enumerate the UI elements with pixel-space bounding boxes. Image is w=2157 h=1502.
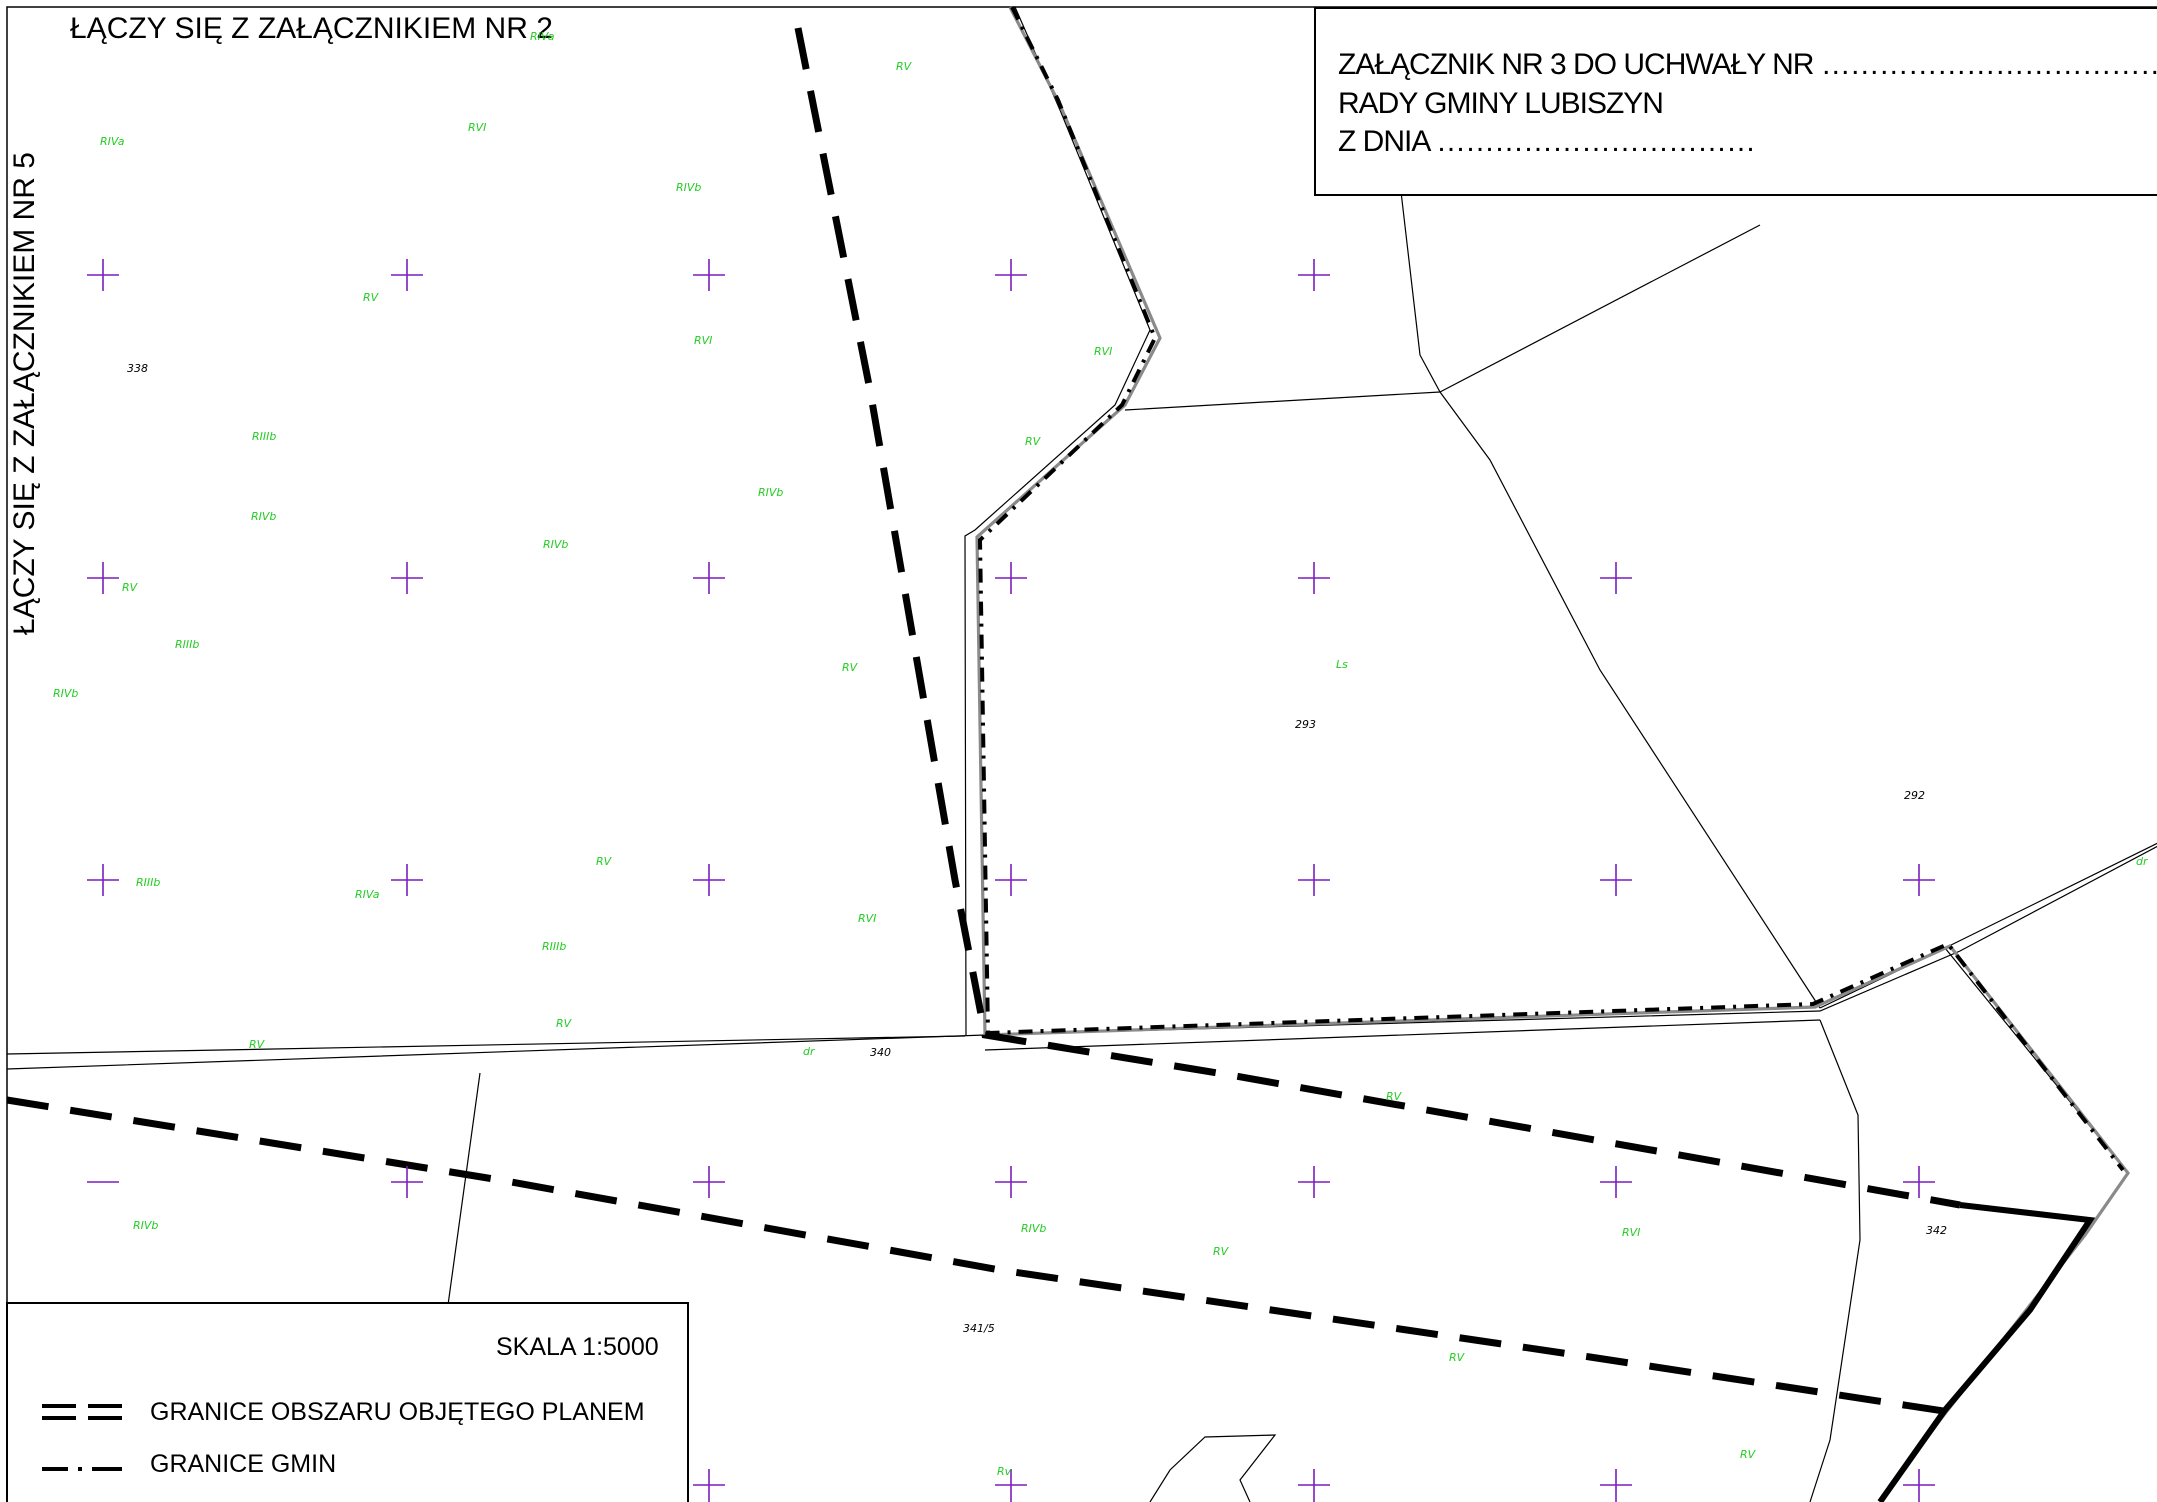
title-line-council: RADY GMINY LUBISZYN [1338,87,1663,120]
parcel-boundaries [6,6,2157,1502]
soil-label: RIVb [758,486,783,499]
map-frame [6,6,2157,1502]
grid-cross [693,1469,725,1502]
soil-label: RIVb [676,181,701,194]
soil-label: RV [1740,1448,1757,1461]
title-line-date: Z DNIA …………………………… [1338,125,1755,158]
soil-label: RV [249,1038,266,1051]
soil-label: RV [842,661,859,674]
soil-label: RV [896,60,913,73]
soil-label: RIVa [100,135,125,148]
parcel-numbers: 338 293 292 340 342 341/5 [127,362,1947,1335]
grid-cross [1903,864,1935,896]
grid-cross [995,1166,1027,1198]
grid-cross [1298,864,1330,896]
soil-label: RVI [1094,345,1112,358]
soil-label: Rv [997,1465,1012,1478]
soil-label: RIVa [355,888,380,901]
legend-scale: SKALA 1:5000 [496,1333,659,1361]
soil-label: RIVb [251,510,276,523]
grid-cross [391,259,423,291]
title-line-resolution: ZAŁĄCZNIK NR 3 DO UCHWAŁY NR ……………………………… [1338,48,2157,81]
grid-cross [1600,562,1632,594]
grid-cross [1600,864,1632,896]
top-adjacent-note: ŁĄCZY SIĘ Z ZAŁĄCZNIKIEM NR 2 [70,12,553,45]
grid-cross [693,259,725,291]
plan-boundary-solid [1877,1202,2096,1502]
parcel-number: 292 [1904,789,1925,802]
soil-label: RIIIb [252,430,276,443]
parcel-number: 342 [1926,1224,1947,1237]
soil-label: RV [1449,1351,1466,1364]
grid-cross [995,864,1027,896]
soil-label: RIVb [1021,1222,1046,1235]
grid-cross [995,562,1027,594]
plan-boundary [6,27,1961,1416]
legend: SKALA 1:5000 GRANICE OBSZARU OBJĘTEGO PL… [6,1302,689,1502]
soil-label: RIIIb [175,638,199,651]
soil-label: dr [2136,855,2149,868]
grid-cross [391,1166,423,1198]
grid-cross [1298,1166,1330,1198]
parcel-number: 340 [870,1046,891,1059]
grid-cross [1298,1469,1330,1502]
soil-label: RV [596,855,613,868]
grid-cross [1298,562,1330,594]
grid-cross [87,864,119,896]
grid-cross [87,562,119,594]
legend-label-plan-boundary: GRANICE OBSZARU OBJĘTEGO PLANEM [150,1398,645,1426]
grid-cross [391,864,423,896]
soil-label: RIIIb [542,940,566,953]
soil-label: RV [556,1017,573,1030]
soil-label: RV [1213,1245,1230,1258]
soil-label: RIVb [133,1219,158,1232]
grid-cross [1903,1469,1935,1502]
grid-cross [995,259,1027,291]
legend-label-municipal-border: GRANICE GMIN [150,1450,336,1478]
parcel-number: 338 [127,362,148,375]
side-adjacent-note: ŁĄCZY SIĘ Z ZAŁĄCZNIKIEM NR 5 [8,152,41,635]
grid-cross [87,259,119,291]
legend-symbol-double-dash [42,1404,122,1420]
soil-label: Ls [1336,658,1348,671]
soil-label: dr [803,1045,816,1058]
grid-cross [693,562,725,594]
grid-cross [1298,259,1330,291]
soil-label: RVI [1622,1226,1640,1239]
soil-label: RV [1386,1090,1403,1103]
soil-label: RIVa [530,30,555,43]
municipal-border [977,6,2125,1172]
soil-label: RV [122,581,139,594]
grid-cross [1903,1166,1935,1198]
soil-labels: RIVa RV RVI RIVa RIVb RV RVI RIIIb RIVb … [53,30,2149,1478]
soil-label: RVI [694,334,712,347]
soil-label: RIIIb [136,876,160,889]
grid-cross [693,864,725,896]
soil-label: RVI [858,912,876,925]
title-block: ZAŁĄCZNIK NR 3 DO UCHWAŁY NR ……………………………… [1314,7,2157,196]
soil-label: RIVb [53,687,78,700]
grid-crosses [87,259,1935,1502]
grid-cross [693,1166,725,1198]
grid-cross [1600,1166,1632,1198]
grid-cross [391,562,423,594]
soil-label: RIVb [543,538,568,551]
soil-label: RVI [468,121,486,134]
parcel-number: 293 [1295,718,1316,731]
parcel-number: 341/5 [963,1322,995,1335]
title-block-frame [1314,7,2157,196]
grid-cross [1600,1469,1632,1502]
grid-cross [995,1469,1027,1502]
gray-border [975,6,2130,1502]
soil-label: RV [363,291,380,304]
soil-label: RV [1025,435,1042,448]
